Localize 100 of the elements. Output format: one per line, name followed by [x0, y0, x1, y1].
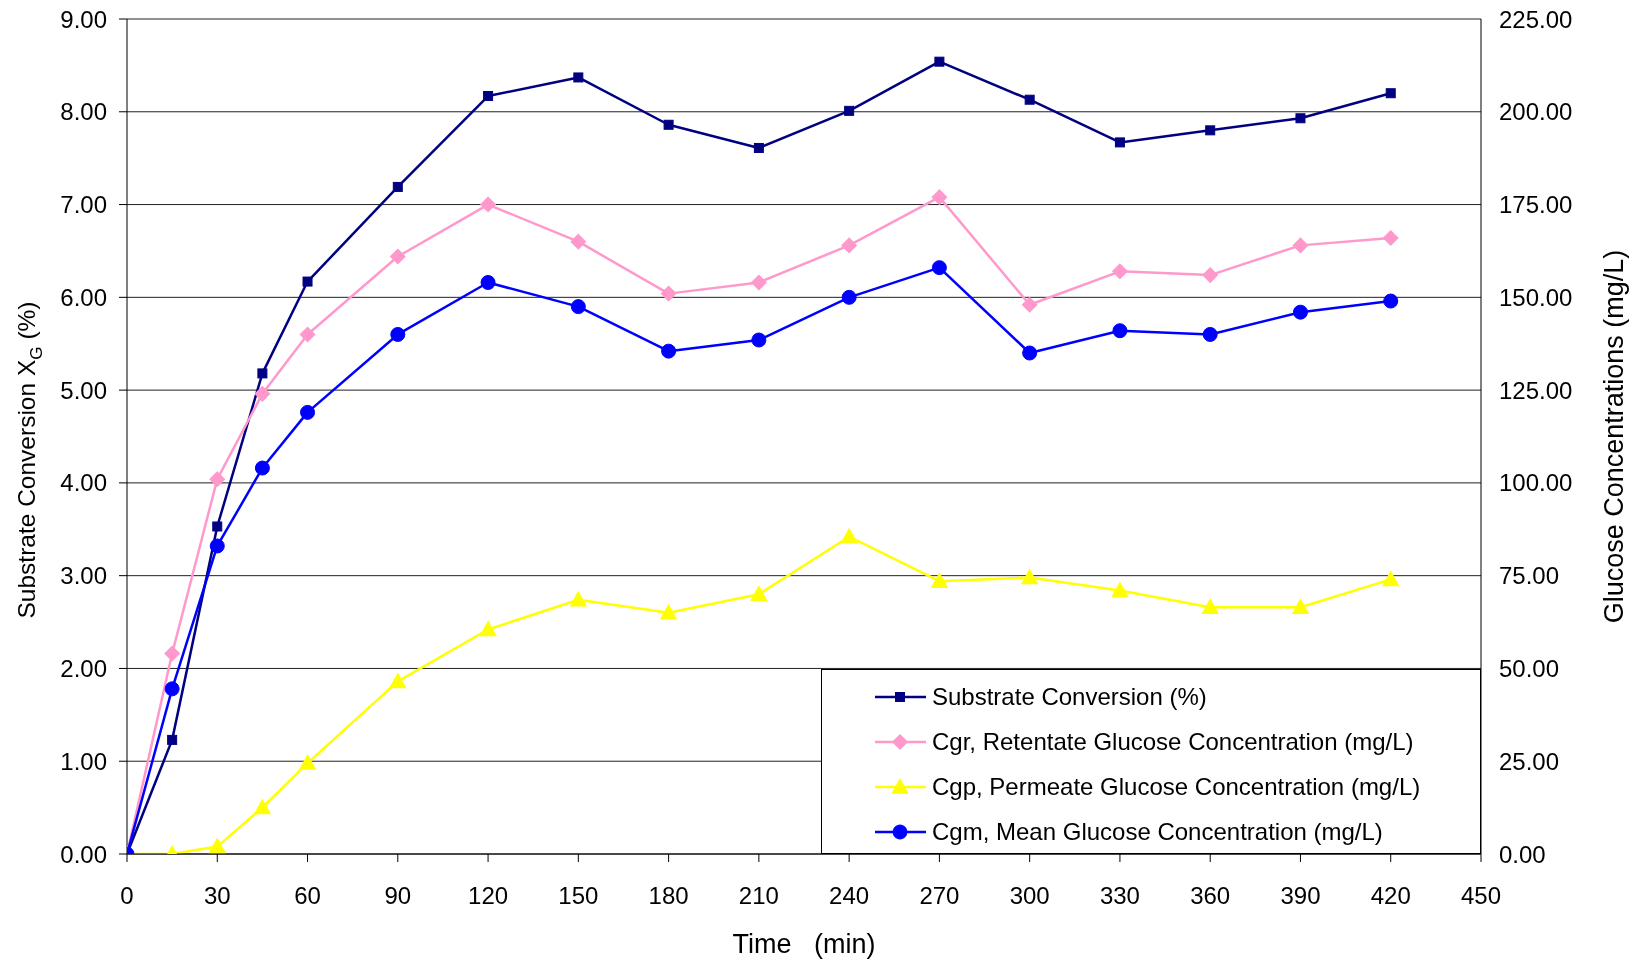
point	[660, 604, 677, 620]
y2-tick-label: 75.00	[1499, 562, 1560, 590]
point	[390, 326, 406, 342]
point	[751, 274, 767, 291]
point	[931, 189, 948, 205]
x-tick-label: 330	[1099, 882, 1140, 910]
point	[164, 681, 180, 697]
point	[660, 285, 677, 302]
x-axis-title: Time (min)	[732, 929, 876, 959]
point	[480, 196, 496, 213]
x-tick-label: 180	[648, 882, 689, 910]
y2-tick-label: 100.00	[1499, 469, 1573, 497]
point	[1202, 326, 1218, 342]
x-tick-label: 0	[120, 882, 134, 910]
point	[209, 538, 225, 554]
point	[480, 274, 496, 290]
point	[1295, 113, 1306, 124]
point	[1021, 297, 1038, 313]
point	[844, 105, 855, 116]
point	[1024, 94, 1035, 105]
x-tick-label: 120	[468, 882, 509, 910]
y2-tick-label: 0.00	[1499, 840, 1546, 868]
y2-tick-label: 225.00	[1499, 5, 1573, 33]
legend-label: Cgp, Permeate Glucose Concentration (mg/L)	[932, 772, 1421, 801]
y-tick-label: 1.00	[60, 747, 107, 775]
point	[212, 521, 223, 532]
point	[931, 572, 948, 588]
x-tick-label: 360	[1190, 882, 1231, 910]
point	[570, 233, 587, 250]
y2-tick-label: 200.00	[1499, 98, 1573, 126]
y-tick-label: 6.00	[60, 283, 107, 311]
point	[167, 734, 178, 745]
point	[1205, 125, 1216, 136]
legend-label: Cgr, Retentate Glucose Concentration (mg/L)	[932, 727, 1414, 756]
x-tick-label: 150	[558, 882, 599, 910]
point	[302, 276, 313, 287]
y-tick-label: 4.00	[60, 469, 107, 497]
point	[1292, 598, 1309, 614]
point	[750, 585, 768, 601]
point	[254, 799, 271, 815]
point	[1385, 88, 1396, 99]
y-tick-label: 2.00	[60, 654, 107, 682]
point	[1382, 571, 1399, 587]
point	[254, 460, 270, 476]
point	[483, 91, 494, 102]
x-tick-label: 60	[294, 882, 321, 910]
x-tick-label: 450	[1460, 882, 1502, 910]
point	[573, 72, 584, 83]
y2-tick-label: 25.00	[1499, 747, 1560, 775]
point	[479, 621, 497, 637]
point	[1112, 263, 1128, 280]
y-tick-label: 3.00	[60, 562, 107, 590]
y2-axis-title: Glucose Concentrations (mg/L)	[1599, 249, 1629, 624]
point	[392, 181, 403, 192]
x-tick-label: 300	[1009, 882, 1050, 910]
point	[1383, 293, 1399, 309]
point	[209, 471, 226, 487]
x-tick-label: 240	[829, 882, 870, 910]
point	[1292, 237, 1309, 254]
legend-label: Cgm, Mean Glucose Concentration (mg/L)	[932, 817, 1383, 846]
y-tick-label: 0.00	[60, 840, 107, 868]
point	[299, 326, 316, 343]
point	[841, 289, 857, 305]
x-tick-label: 90	[384, 882, 412, 910]
y2-tick-label: 125.00	[1499, 376, 1573, 404]
point	[661, 343, 677, 359]
x-tick-label: 270	[919, 882, 960, 910]
legend-label: Substrate Conversion (%)	[932, 682, 1207, 711]
point	[934, 56, 945, 67]
x-tick-label: 390	[1280, 882, 1321, 910]
x-tick-label: 420	[1370, 882, 1411, 910]
point	[390, 248, 406, 265]
point	[931, 260, 947, 276]
point	[570, 299, 586, 315]
y-tick-label: 7.00	[60, 191, 107, 219]
point	[570, 591, 587, 607]
point	[1292, 304, 1308, 320]
point	[389, 673, 407, 689]
y2-tick-label: 150.00	[1499, 283, 1573, 311]
x-tick-label: 30	[203, 882, 231, 910]
point	[257, 368, 268, 379]
point	[663, 119, 674, 130]
point	[1111, 582, 1129, 598]
x-tick-label: 210	[738, 882, 779, 910]
point	[1021, 569, 1038, 585]
point	[209, 838, 226, 854]
point	[1112, 323, 1128, 339]
point	[753, 142, 764, 153]
point	[254, 386, 271, 402]
point	[1382, 230, 1399, 246]
point	[840, 528, 858, 544]
point	[751, 332, 767, 348]
point	[299, 754, 316, 770]
point	[300, 404, 316, 420]
point	[1201, 598, 1219, 614]
point	[164, 645, 180, 662]
y2-tick-label: 50.00	[1499, 654, 1560, 682]
point	[1022, 345, 1038, 361]
y-tick-label: 8.00	[60, 98, 107, 126]
y-tick-label: 9.00	[60, 5, 107, 33]
